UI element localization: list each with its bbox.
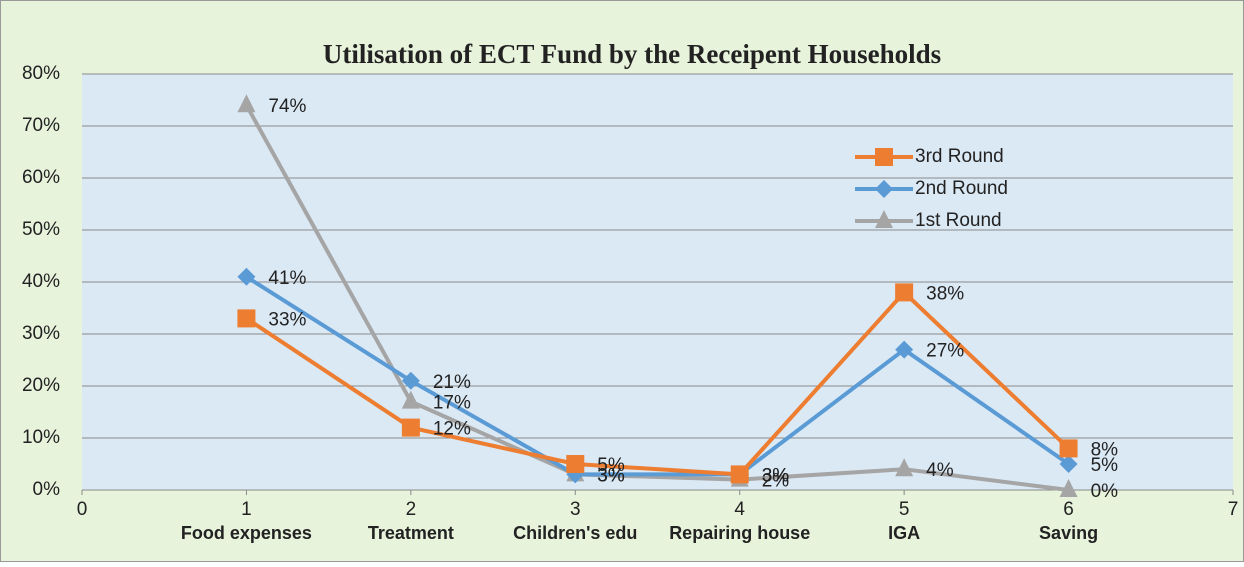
y-tick-label: 40%	[22, 271, 60, 292]
data-label: 74%	[268, 96, 306, 117]
marker	[401, 418, 420, 437]
y-tick-label: 80%	[22, 63, 60, 84]
data-label: 3%	[762, 465, 790, 486]
series-line	[245, 275, 1070, 477]
x-tick-label: 4	[734, 499, 745, 520]
marker	[1059, 455, 1078, 473]
x-tick-label: 2	[406, 499, 417, 520]
data-label: 41%	[268, 268, 306, 289]
data-label: 3%	[597, 465, 625, 486]
data-label: 4%	[926, 460, 954, 481]
series-line	[245, 289, 1070, 477]
data-label: 12%	[433, 419, 471, 440]
category-label: Saving	[1039, 523, 1098, 543]
legend-marker	[875, 180, 893, 198]
data-label: 5%	[597, 455, 625, 476]
marker	[895, 458, 914, 477]
y-tick-label: 60%	[22, 167, 60, 188]
y-tick-label: 0%	[33, 479, 61, 500]
legend-label: 3rd Round	[915, 146, 1004, 167]
category-label: IGA	[888, 523, 920, 543]
marker	[566, 455, 585, 473]
marker	[237, 94, 256, 113]
chart-title: Utilisation of ECT Fund by the Receipent…	[323, 39, 941, 69]
data-label: 27%	[926, 341, 964, 362]
y-tick-label: 70%	[22, 115, 60, 136]
x-tick-label: 3	[570, 499, 581, 520]
data-label: 3%	[762, 465, 790, 486]
x-tick-label: 1	[241, 499, 252, 520]
data-label: 33%	[268, 309, 306, 330]
data-label: 38%	[926, 283, 964, 304]
legend-label: 2nd Round	[915, 178, 1008, 199]
legend-marker	[875, 210, 893, 228]
marker	[1059, 439, 1078, 458]
marker	[237, 309, 256, 328]
data-label: 2%	[762, 471, 790, 492]
data-label: 8%	[1091, 439, 1119, 460]
category-label: Children's edu	[513, 523, 637, 543]
data-label: 17%	[433, 393, 471, 414]
y-tick-label: 50%	[22, 219, 60, 240]
marker	[895, 283, 914, 302]
y-tick-label: 20%	[22, 375, 60, 396]
x-tick-label: 0	[77, 499, 88, 520]
marker	[401, 371, 420, 390]
x-tick-label: 7	[1228, 499, 1239, 520]
data-label: 21%	[433, 372, 471, 393]
marker	[1059, 479, 1078, 497]
legend-marker	[875, 148, 893, 166]
category-label: Repairing house	[669, 523, 810, 543]
y-tick-label: 10%	[22, 427, 60, 448]
data-label: 0%	[1091, 481, 1119, 502]
marker	[237, 267, 256, 286]
marker	[730, 465, 749, 484]
data-label: 5%	[1091, 455, 1119, 476]
data-label: 3%	[597, 465, 625, 486]
marker	[895, 340, 914, 359]
y-tick-label: 30%	[22, 323, 60, 344]
legend-label: 1st Round	[915, 210, 1002, 231]
category-label: Treatment	[368, 523, 454, 543]
series-line	[244, 104, 1069, 492]
category-label: Food expenses	[181, 523, 312, 543]
marker	[401, 390, 420, 409]
x-tick-label: 5	[899, 499, 910, 520]
x-tick-label: 6	[1063, 499, 1074, 520]
